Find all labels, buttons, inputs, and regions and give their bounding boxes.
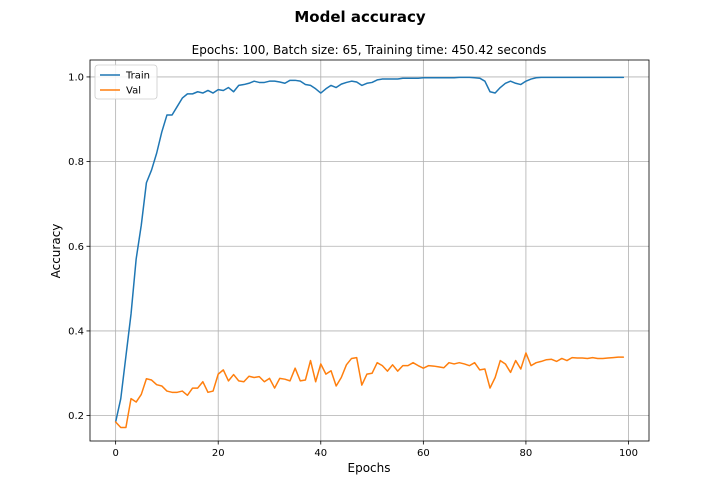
- x-axis-label: Epochs: [348, 461, 391, 475]
- x-tick-label: 20: [212, 448, 225, 459]
- y-tick-label: 1.0: [68, 72, 84, 83]
- x-axis-ticks: 0 20 40 60 80 100: [112, 441, 638, 459]
- plot-frame: [89, 59, 650, 442]
- x-tick-label: 40: [314, 448, 327, 459]
- chart-title: Model accuracy: [294, 8, 426, 26]
- grid-lines: [90, 60, 649, 441]
- legend-label-val: Val: [126, 86, 141, 97]
- legend-label-train: Train: [125, 71, 150, 82]
- x-tick-label: 60: [417, 448, 430, 459]
- y-axis-label: Accuracy: [49, 224, 63, 279]
- chart-subtitle: Epochs: 100, Batch size: 65, Training ti…: [192, 43, 547, 57]
- y-tick-label: 0.6: [68, 242, 84, 253]
- y-tick-label: 0.4: [68, 326, 84, 337]
- y-axis-ticks: 0.2 0.4 0.6 0.8 1.0: [68, 72, 90, 422]
- x-tick-label: 0: [112, 448, 118, 459]
- series-line-train: [114, 76, 625, 423]
- y-tick-label: 0.8: [68, 157, 84, 168]
- series-lines: [114, 76, 625, 429]
- legend: Train Val: [94, 64, 158, 100]
- x-tick-label: 80: [520, 448, 533, 459]
- y-tick-label: 0.2: [68, 411, 84, 422]
- series-line-val: [114, 352, 625, 429]
- x-tick-label: 100: [619, 448, 638, 459]
